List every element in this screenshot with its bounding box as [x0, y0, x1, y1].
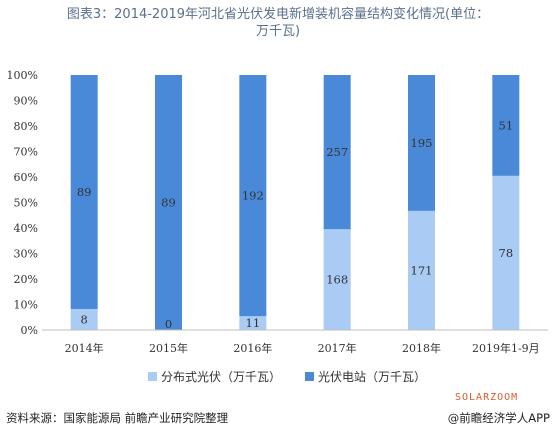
x-tick-label: 2017年	[318, 341, 357, 355]
data-label: 195	[411, 136, 433, 150]
title-line-2: 万千瓦)	[255, 24, 301, 39]
y-tick-label: 90%	[14, 95, 38, 108]
bar-labels: 8 89 0 89 11 192 168 257 171 195 78 51	[77, 118, 513, 331]
bar-segment-station	[155, 75, 182, 330]
data-label: 51	[499, 118, 514, 132]
data-label: 8	[81, 312, 88, 326]
bar-segment-station	[408, 75, 435, 211]
x-tick-label: 2019年1-9月	[472, 341, 540, 355]
title-line-1: 图表3：2014-2019年河北省光伏发电新增装机容量结构变化情况(单位：	[66, 7, 490, 22]
y-tick-label: 100%	[7, 69, 38, 82]
data-label: 78	[499, 246, 514, 260]
y-tick-label: 50%	[14, 197, 38, 210]
bar-segment-station	[239, 75, 267, 317]
chart-title: 图表3：2014-2019年河北省光伏发电新增装机容量结构变化情况(单位： 万千…	[8, 6, 548, 40]
data-label: 89	[161, 196, 176, 210]
data-label: 171	[411, 263, 433, 277]
brand-watermark: SOLARZOOM	[455, 392, 519, 403]
bar-segment-station	[70, 75, 98, 309]
source-note: 资料来源：国家能源局 前瞻产业研究院整理	[6, 411, 229, 425]
legend-swatch	[305, 372, 314, 381]
y-tick-label: 20%	[14, 273, 38, 286]
y-tick-label: 40%	[14, 222, 38, 235]
data-label: 0	[165, 317, 172, 331]
legend: 分布式光伏（万千瓦） 光伏电站（万千瓦）	[148, 370, 426, 384]
bar-segment-distributed	[408, 210, 435, 330]
y-tick-label: 30%	[14, 248, 38, 261]
y-tick-label: 60%	[14, 171, 38, 184]
y-tick-label: 80%	[14, 120, 38, 133]
bar-segment-station	[492, 75, 520, 176]
data-label: 168	[326, 273, 348, 287]
bar-segment-distributed	[323, 229, 351, 330]
x-tick-label: 2018年	[402, 341, 441, 355]
data-label: 257	[326, 145, 348, 159]
legend-swatch	[148, 372, 157, 381]
legend-label: 分布式光伏（万千瓦）	[161, 370, 281, 384]
y-axis-ticks: 0% 10% 20% 30% 40% 50% 60% 70% 80% 90% 100%	[7, 69, 38, 337]
x-tick-label: 2016年	[233, 341, 272, 355]
data-label: 89	[77, 185, 92, 199]
bar-segment-station	[323, 75, 351, 230]
x-axis-ticks: 2014年 2015年 2016年 2017年 2018年 2019年1-9月	[65, 341, 540, 355]
bars	[70, 75, 520, 330]
data-label: 192	[242, 189, 264, 203]
bar-segment-distributed	[239, 316, 267, 330]
legend-label: 光伏电站（万千瓦）	[318, 370, 426, 384]
y-tick-label: 70%	[14, 146, 38, 159]
x-tick-label: 2015年	[149, 341, 188, 355]
bar-segment-distributed	[70, 308, 98, 330]
brand-credit: @前瞻经济学人APP	[447, 411, 550, 425]
data-label: 11	[246, 316, 261, 330]
x-tick-label: 2014年	[65, 341, 104, 355]
y-tick-label: 0%	[21, 324, 38, 337]
bar-segment-distributed	[492, 175, 520, 330]
y-tick-label: 10%	[14, 299, 38, 312]
